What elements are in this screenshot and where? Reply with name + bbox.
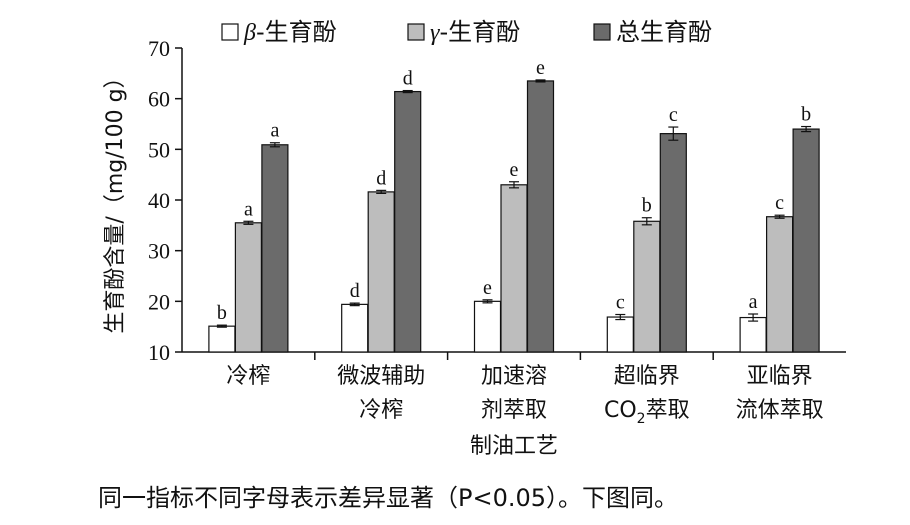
bar (261, 144, 289, 353)
significance-letter: b (217, 302, 227, 324)
bar (473, 300, 502, 353)
significance-letter: d (403, 68, 413, 90)
y-tick-label: 60 (148, 87, 170, 112)
y-axis-title: 生育酚含量/（mg/100 g） (103, 66, 128, 333)
legend-label: γ-生育酚 (430, 18, 520, 46)
bar (765, 216, 794, 353)
significance-letter: a (749, 291, 758, 313)
bar (394, 90, 422, 353)
bar (739, 316, 767, 353)
x-tick-label: 剂萃取 (481, 398, 547, 423)
bar (341, 303, 369, 353)
bar (234, 222, 262, 353)
significance-letter: c (616, 292, 625, 314)
legend-swatch (593, 23, 611, 41)
y-tick-label: 40 (148, 188, 170, 213)
significance-letter: e (536, 57, 545, 79)
significance-letter: e (483, 277, 492, 299)
y-tick-label: 10 (148, 340, 170, 365)
significance-letter: c (669, 104, 678, 126)
legend-swatch (221, 23, 239, 41)
significance-letter: a (244, 198, 253, 220)
legend-label: 总生育酚 (616, 18, 712, 46)
legend-label: β-生育酚 (243, 18, 337, 46)
bar (208, 325, 236, 353)
x-tick-label: CO2萃取 (604, 398, 690, 427)
tocopherol-bar-chart: 10 20 30 40 50 60 70 生育酚含量/（mg/100 g） b a a 冷榨 d d d 微波… (103, 18, 846, 459)
bar (606, 316, 634, 353)
x-tick-label: 亚临界 (747, 364, 813, 389)
significance-letter: d (350, 280, 360, 302)
bar (633, 220, 661, 353)
x-tick-label: 冷榨 (359, 398, 403, 423)
x-tick-label: 微波辅助 (337, 364, 425, 389)
bar (526, 80, 555, 353)
x-axis-title: 制油工艺 (470, 434, 558, 459)
significance-letter: c (775, 192, 784, 214)
figure-caption: 同一指标不同字母表示差异显著（P<0.05）。下图同。 (98, 484, 679, 512)
significance-letter: e (510, 159, 519, 181)
significance-letter: a (270, 120, 279, 142)
significance-letter: b (801, 104, 811, 126)
x-tick-label: 超临界 (614, 364, 680, 389)
bar (659, 133, 687, 353)
legend-swatch (407, 23, 425, 41)
bar (792, 128, 820, 353)
y-tick-label: 30 (148, 239, 170, 264)
x-tick-label: 流体萃取 (736, 398, 824, 423)
bar (500, 184, 528, 353)
y-tick-label: 70 (148, 36, 170, 61)
bar (367, 191, 395, 353)
x-tick-label: 加速溶 (481, 364, 547, 389)
y-tick-label: 50 (148, 137, 170, 162)
x-tick-label: 冷榨 (226, 364, 270, 389)
significance-letter: b (642, 195, 652, 217)
y-tick-label: 20 (148, 289, 170, 314)
significance-letter: d (376, 167, 386, 189)
